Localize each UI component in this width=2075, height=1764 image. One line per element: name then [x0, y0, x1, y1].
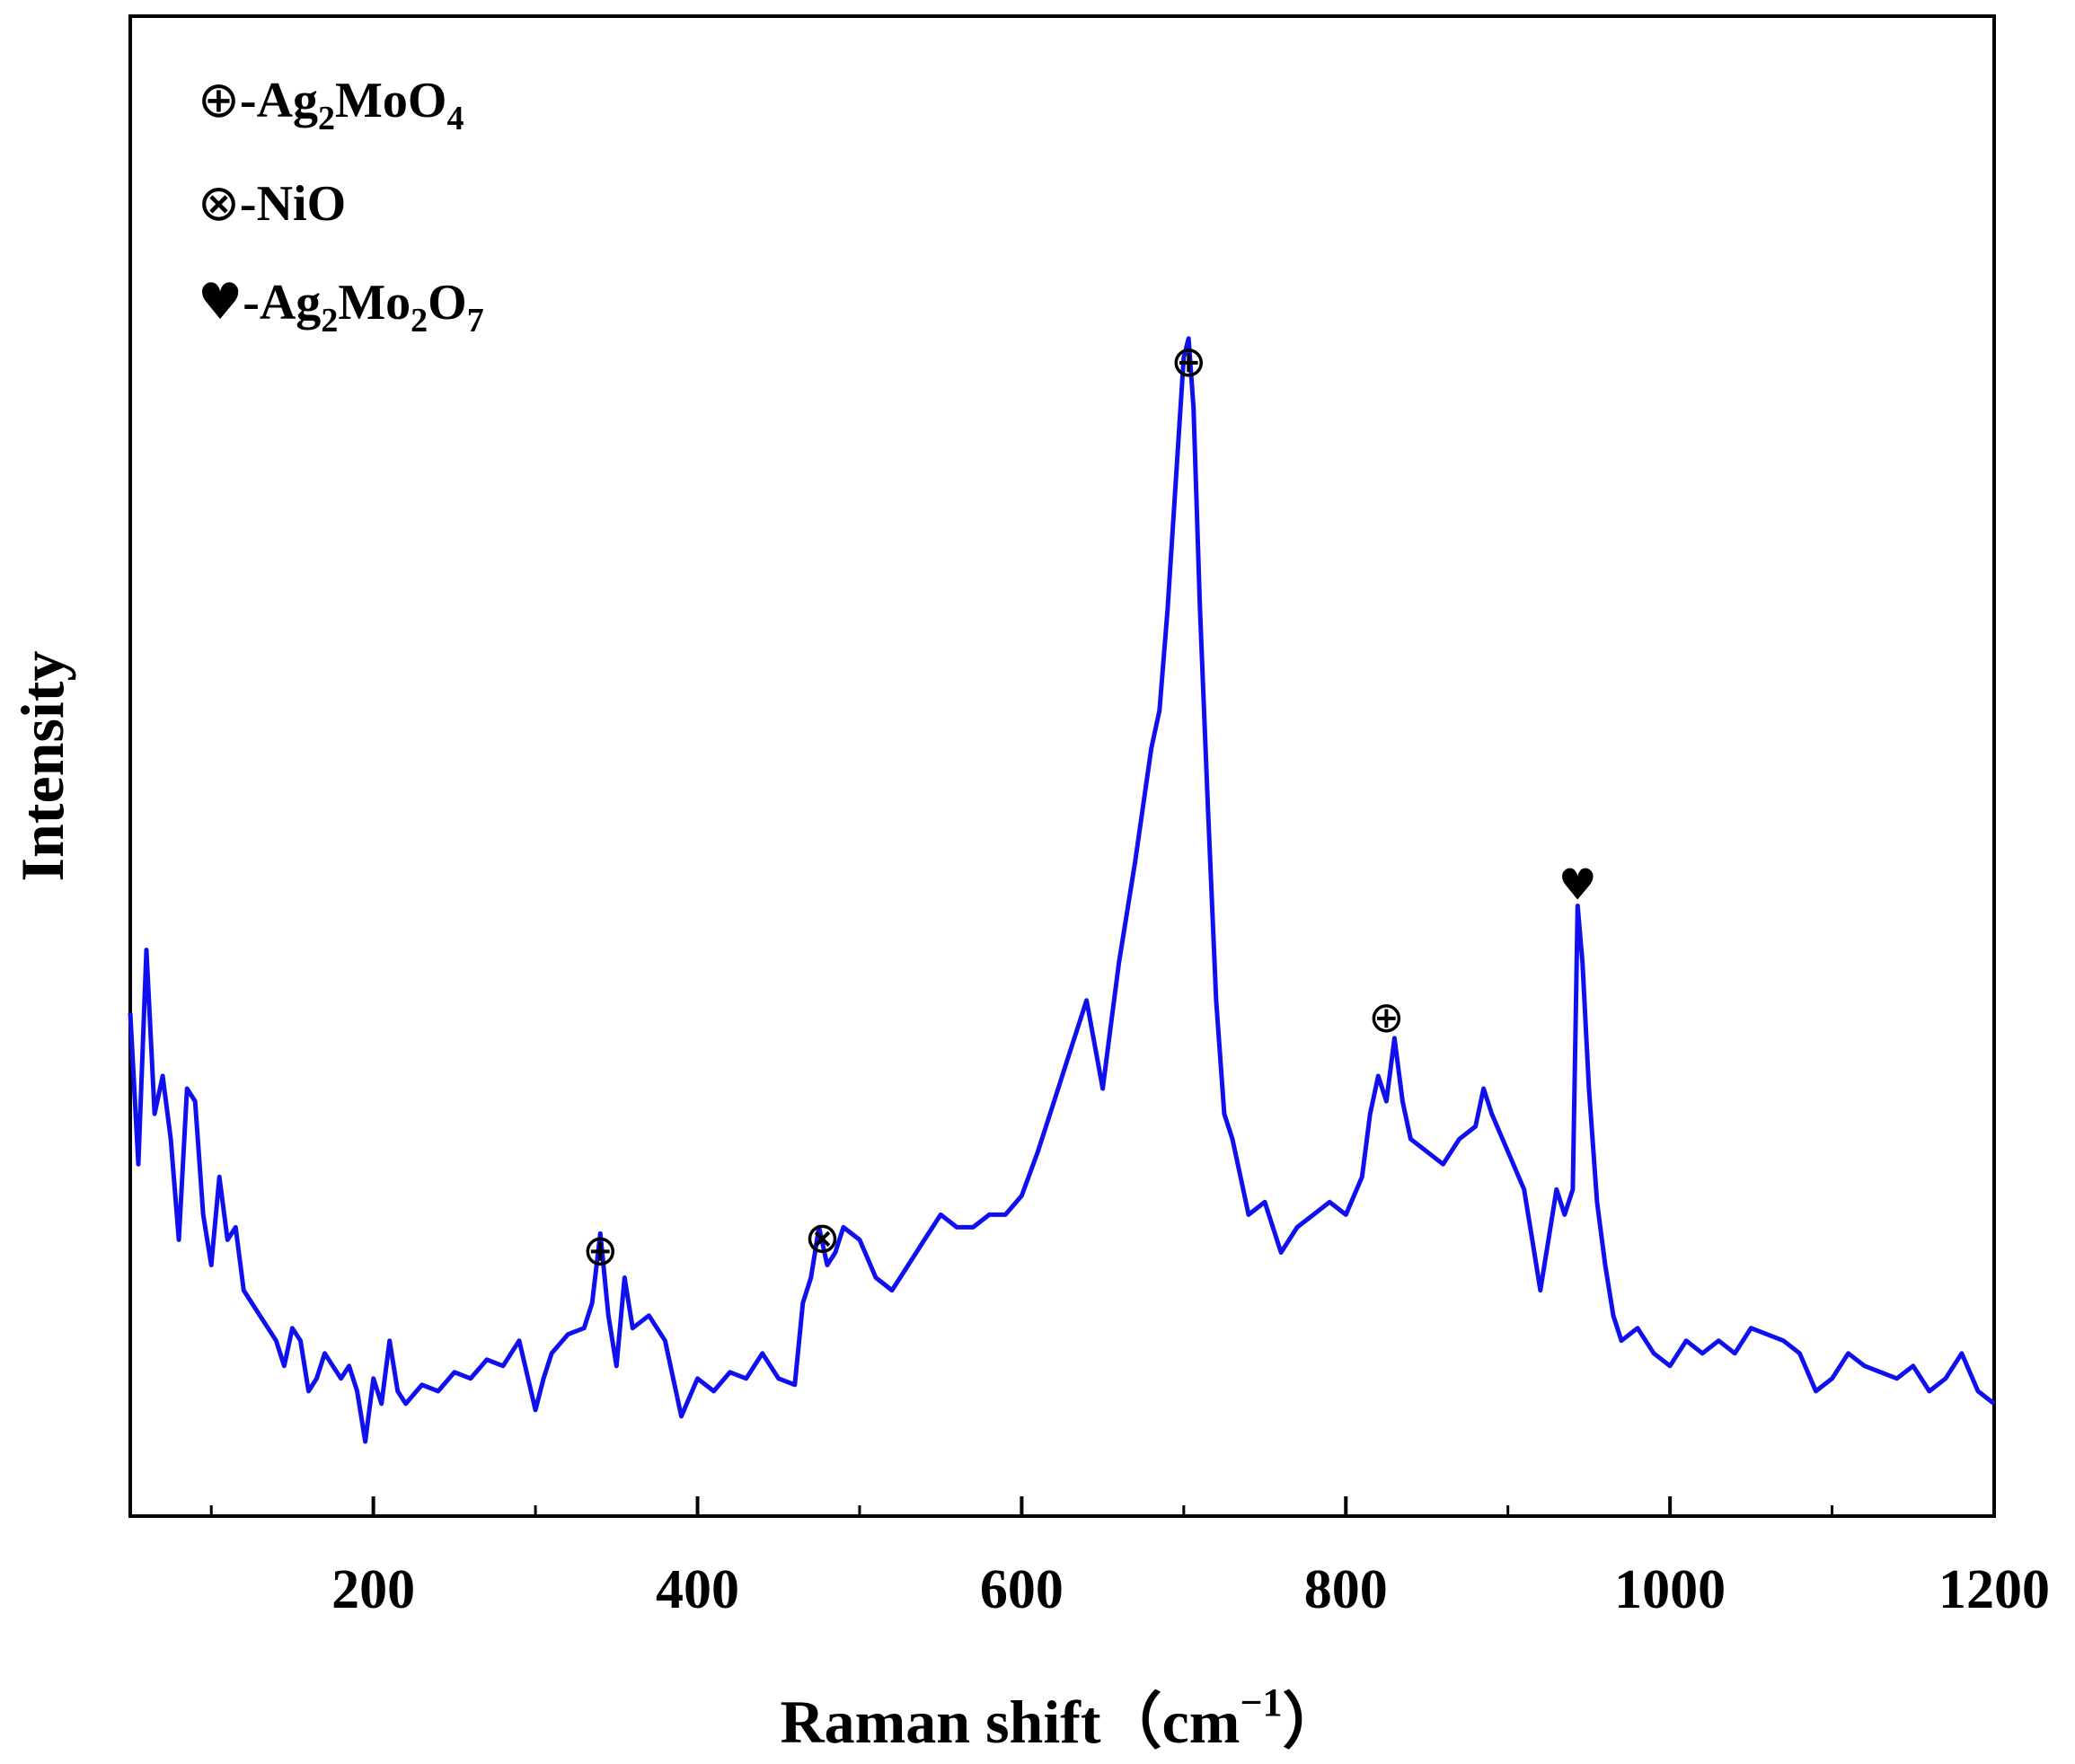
legend-entry: ⊗-NiO — [198, 174, 346, 233]
x-tick-label: 800 — [1304, 1559, 1388, 1620]
x-tick-label: 600 — [980, 1559, 1064, 1620]
legend-text-part: 4 — [446, 100, 464, 137]
legend-text-part: O — [428, 275, 467, 331]
peak-marker: ⊗ — [804, 1213, 840, 1263]
legend-text-part: Mo — [338, 275, 411, 331]
legend-dash: - — [243, 275, 260, 331]
legend-symbol: ♥ — [198, 273, 243, 331]
spectrum-line — [128, 336, 1996, 1444]
plot-frame — [128, 14, 1996, 1518]
y-axis-label: Intensity — [8, 651, 76, 882]
legend-symbol: ⊗ — [198, 174, 240, 233]
legend-text-part: NiO — [257, 176, 347, 232]
x-tick-label: 1200 — [1938, 1559, 2050, 1620]
legend-entry: ⊕-Ag2MoO4 — [198, 71, 464, 137]
legend-dash: - — [240, 176, 257, 232]
legend: ⊕-Ag2MoO4⊗-NiO♥-Ag2Mo2O7 — [198, 71, 484, 340]
legend-text-part: Ag — [260, 275, 321, 331]
peak-marker: ⊕ — [1368, 992, 1404, 1043]
x-axis-label-end: ） — [1282, 1688, 1343, 1756]
x-ticks: 200 400 600 800 1000 1200 — [209, 1496, 2050, 1620]
peak-marker: ⊕ — [582, 1226, 618, 1276]
legend-symbol: ⊕ — [198, 71, 240, 129]
x-tick-label: 400 — [656, 1559, 739, 1620]
peak-annotations: ⊕ ⊗ ⊕ ⊕ ♥ — [582, 337, 1597, 1275]
x-axis-label: Raman shift（cm−1） — [781, 1680, 1344, 1756]
legend-text-part: 2 — [321, 302, 338, 340]
series-group — [128, 336, 1996, 1444]
legend-entry: ♥-Ag2Mo2O7 — [198, 273, 484, 340]
legend-text-part: Ag — [257, 73, 318, 128]
x-tick-label: 1000 — [1614, 1559, 1726, 1620]
legend-text-part: 7 — [467, 302, 484, 340]
peak-marker: ♥ — [1558, 860, 1597, 910]
legend-text-part: MoO — [335, 73, 446, 128]
legend-text-part: 2 — [411, 302, 428, 340]
x-tick-label: 200 — [331, 1559, 415, 1620]
legend-text-part: 2 — [318, 100, 335, 137]
x-axis-label-sup: −1 — [1240, 1680, 1282, 1724]
x-axis-label-main: Raman shift（cm — [781, 1688, 1241, 1756]
legend-dash: - — [240, 73, 257, 128]
peak-marker: ⊕ — [1170, 337, 1206, 387]
